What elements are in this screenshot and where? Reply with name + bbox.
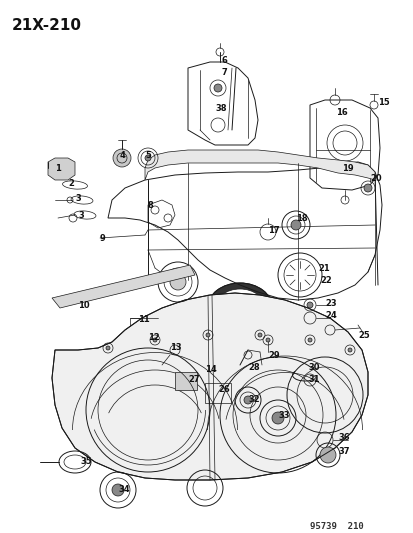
Circle shape <box>306 302 312 308</box>
Text: 3: 3 <box>75 193 81 203</box>
Text: 95739  210: 95739 210 <box>309 522 363 531</box>
Circle shape <box>363 184 371 192</box>
Text: 17: 17 <box>267 225 279 235</box>
Text: 3: 3 <box>78 211 83 220</box>
Text: 10: 10 <box>78 301 89 310</box>
Text: 29: 29 <box>267 351 279 359</box>
Circle shape <box>106 346 110 350</box>
Text: 2: 2 <box>68 179 74 188</box>
Circle shape <box>145 155 151 161</box>
Circle shape <box>290 220 300 230</box>
Bar <box>140 340 161 356</box>
Text: 23: 23 <box>324 298 336 308</box>
Text: 28: 28 <box>247 364 259 373</box>
Circle shape <box>347 348 351 352</box>
Text: 27: 27 <box>188 376 199 384</box>
Polygon shape <box>52 265 195 308</box>
Circle shape <box>113 149 131 167</box>
Text: 15: 15 <box>377 98 389 107</box>
Circle shape <box>271 412 283 424</box>
Text: 14: 14 <box>204 366 216 375</box>
Polygon shape <box>52 293 367 480</box>
Text: 37: 37 <box>337 448 349 456</box>
Bar <box>175 372 197 390</box>
Circle shape <box>153 338 157 342</box>
Text: 16: 16 <box>335 108 347 117</box>
Text: 19: 19 <box>341 164 353 173</box>
Text: 38: 38 <box>214 103 226 112</box>
Text: 30: 30 <box>307 364 319 373</box>
Text: 7: 7 <box>221 68 227 77</box>
Text: 12: 12 <box>147 334 159 343</box>
Text: 1: 1 <box>55 164 61 173</box>
Circle shape <box>319 447 335 463</box>
Text: 26: 26 <box>218 385 229 394</box>
Polygon shape <box>48 158 75 180</box>
Text: 25: 25 <box>357 332 369 341</box>
Text: 21: 21 <box>317 263 329 272</box>
Text: 36: 36 <box>337 433 349 442</box>
Ellipse shape <box>207 283 272 333</box>
Text: 22: 22 <box>319 276 331 285</box>
Bar <box>204 383 230 403</box>
Circle shape <box>112 484 124 496</box>
Text: 33: 33 <box>277 410 289 419</box>
Text: 21X-210: 21X-210 <box>12 18 82 33</box>
Text: 4: 4 <box>120 150 126 159</box>
Text: 31: 31 <box>307 376 319 384</box>
Text: 13: 13 <box>170 343 181 352</box>
Text: 6: 6 <box>221 55 227 64</box>
Ellipse shape <box>214 289 264 327</box>
Text: 11: 11 <box>138 316 150 325</box>
Text: 20: 20 <box>369 174 381 182</box>
Text: 8: 8 <box>147 200 153 209</box>
Circle shape <box>170 274 185 290</box>
Circle shape <box>266 338 269 342</box>
Circle shape <box>257 333 261 337</box>
Circle shape <box>243 396 252 404</box>
Bar <box>130 318 158 338</box>
Circle shape <box>214 84 221 92</box>
Circle shape <box>307 338 311 342</box>
Text: 5: 5 <box>145 150 150 159</box>
Circle shape <box>206 333 209 337</box>
Text: 34: 34 <box>118 486 129 495</box>
Text: 35: 35 <box>80 457 91 466</box>
Text: 24: 24 <box>324 311 336 319</box>
Text: 9: 9 <box>100 233 105 243</box>
Text: 32: 32 <box>247 395 259 405</box>
Text: 18: 18 <box>295 214 307 222</box>
Polygon shape <box>145 150 374 180</box>
